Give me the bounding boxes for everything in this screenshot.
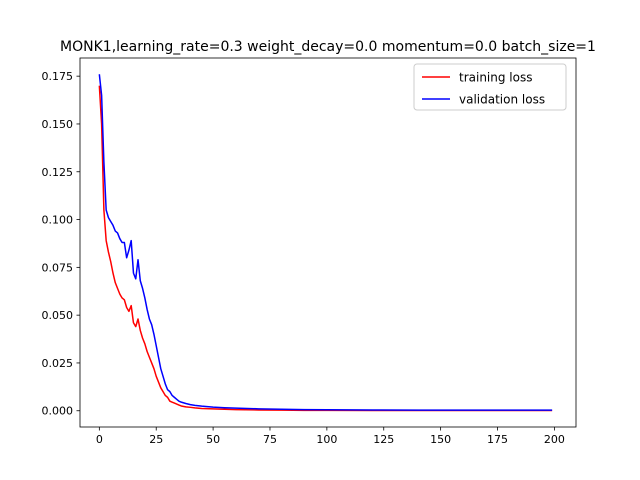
x-tick-label: 200: [544, 433, 565, 446]
y-tick-label: 0.000: [42, 405, 74, 418]
y-tick-label: 0.025: [42, 357, 74, 370]
legend-label: validation loss: [459, 93, 545, 107]
series-line-training-loss: [98, 85, 553, 412]
x-tick-label: 125: [373, 433, 394, 446]
x-tick-label: 175: [487, 433, 508, 446]
y-tick-label: 0.150: [42, 118, 74, 131]
x-tick-label: 25: [149, 433, 163, 446]
chart-title: MONK1,learning_rate=0.3 weight_decay=0.0…: [60, 39, 596, 55]
y-tick-label: 0.075: [42, 261, 74, 274]
x-tick-label: 100: [316, 433, 337, 446]
y-tick-label: 0.125: [42, 166, 74, 179]
legend-label: training loss: [459, 71, 532, 85]
y-tick-label: 0.175: [42, 70, 74, 83]
axes: 0 25 50 75 100 125 150 175 200 0.000 0.025 0.050 0.0…: [42, 57, 577, 446]
y-tick-label: 0.050: [42, 309, 74, 322]
x-tick-label: 150: [430, 433, 451, 446]
legend: training loss validation loss: [413, 63, 567, 111]
x-tick-label: 0: [96, 433, 103, 446]
axes-frame: [79, 57, 577, 428]
y-tick-label: 0.100: [42, 214, 74, 227]
plot-area: [98, 74, 553, 412]
x-tick-label: 75: [263, 433, 277, 446]
series-line-validation-loss: [98, 74, 553, 411]
legend-box: [413, 63, 567, 111]
x-tick-label: 50: [206, 433, 220, 446]
